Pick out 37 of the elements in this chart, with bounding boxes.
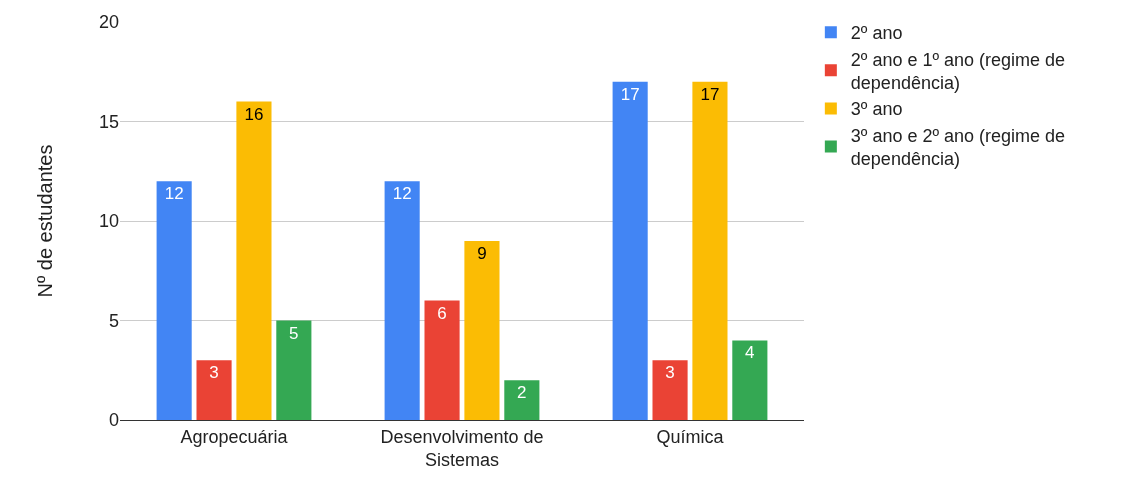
bar (236, 101, 272, 420)
bar (424, 300, 460, 420)
bar (276, 320, 312, 420)
bar (732, 340, 768, 420)
y-tick-label: 15 (98, 111, 119, 132)
bar (196, 360, 232, 420)
y-tick-label: 20 (98, 12, 119, 33)
data-label: 3 (209, 363, 219, 383)
x-tick-label: Química (656, 426, 725, 447)
bar (652, 360, 688, 420)
bar (692, 81, 728, 420)
data-label: 17 (700, 84, 720, 104)
bar (612, 81, 648, 420)
bar (504, 380, 540, 420)
y-tick-label: 10 (98, 211, 119, 232)
y-axis-title: Nº de estudantes (34, 144, 57, 298)
data-label: 9 (477, 243, 487, 263)
data-label: 4 (745, 343, 755, 363)
data-label: 2 (517, 383, 527, 403)
bar (384, 181, 420, 420)
data-label: 6 (437, 303, 447, 323)
data-label: 17 (620, 84, 640, 104)
legend-label: 3º ano (850, 99, 903, 120)
legend-label: 2º ano e 1º ano (regime de dependência) (850, 49, 1066, 94)
data-label: 12 (392, 184, 412, 204)
bar (464, 240, 500, 420)
data-label: 3 (665, 363, 675, 383)
legend-label: 3º ano e 2º ano (regime de dependência) (850, 125, 1066, 170)
legend-label: 2º ano (850, 23, 903, 44)
x-tick-label: Desenvolvimento de Sistemas (380, 426, 544, 470)
data-label: 16 (244, 104, 264, 124)
y-tick-label: 5 (108, 310, 119, 331)
bar (156, 181, 192, 420)
y-tick-label: 0 (108, 410, 119, 431)
data-label: 12 (164, 184, 184, 204)
data-label: 5 (289, 323, 299, 343)
x-tick-label: Agropecuária (180, 426, 289, 447)
